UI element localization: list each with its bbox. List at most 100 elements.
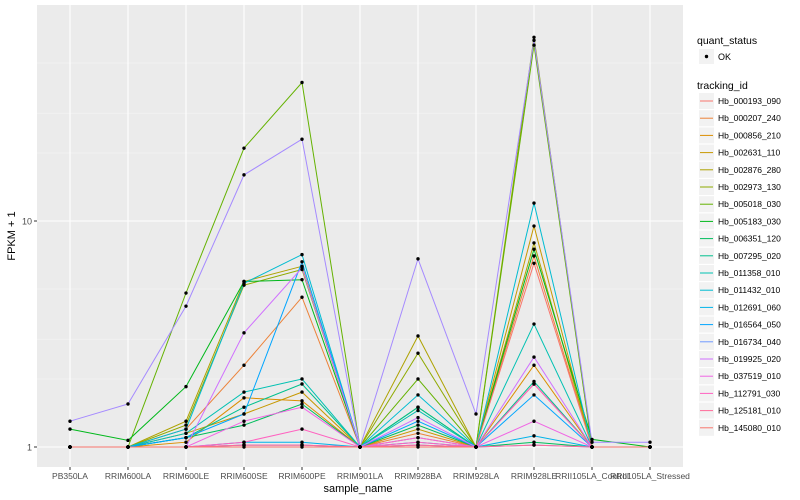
x-axis: PB350LA RRIM600LA RRIM600LE RRIM600SE RRIM60… (52, 467, 690, 481)
data-point (184, 423, 188, 427)
data-point (184, 419, 188, 423)
data-point (126, 445, 130, 449)
series-points (68, 35, 652, 449)
data-point (648, 445, 652, 449)
data-point (184, 384, 188, 389)
data-point (126, 402, 130, 406)
data-point (416, 377, 420, 381)
legend-series-label: Hb_000207_240 (718, 113, 781, 123)
data-point (416, 427, 420, 431)
x-tick-label: RRII105LA_Stressed (610, 471, 690, 481)
data-point (242, 405, 246, 409)
data-point (416, 334, 420, 338)
data-point (300, 252, 304, 257)
legend-shape-label: OK (718, 52, 731, 62)
legend-series-label: Hb_011432_010 (718, 285, 781, 295)
data-point (300, 402, 304, 406)
legend-series-label: Hb_012691_060 (718, 302, 781, 312)
data-point (300, 260, 304, 264)
data-point (532, 247, 536, 251)
legend-series-label: Hb_037519_010 (718, 371, 781, 381)
data-point (242, 440, 246, 444)
data-point (300, 427, 304, 431)
data-point (300, 137, 304, 141)
data-point (184, 291, 188, 295)
data-point (416, 435, 420, 440)
data-point (532, 261, 536, 265)
data-point (532, 43, 536, 47)
data-point (532, 355, 536, 359)
legend-series-label: Hb_016734_040 (718, 337, 781, 347)
data-point (184, 431, 188, 435)
data-point (300, 295, 304, 299)
data-point (532, 434, 536, 438)
data-point (532, 379, 536, 384)
x-axis-label: sample_name (323, 483, 392, 495)
data-point (416, 351, 420, 355)
data-point (532, 363, 536, 367)
data-point (416, 408, 420, 413)
y-axis: 1 10 (22, 217, 37, 453)
data-point (300, 80, 304, 85)
data-point (532, 201, 536, 205)
x-tick-label: RRIM928BA (394, 471, 442, 481)
data-point (300, 405, 304, 409)
legend-series-label: Hb_005183_030 (718, 216, 781, 226)
x-tick-label: PB350LA (52, 471, 88, 481)
data-point (242, 173, 246, 177)
data-point (416, 257, 420, 261)
data-point (416, 415, 420, 420)
data-point (68, 427, 72, 431)
x-tick-label: RRIM928LA (453, 471, 500, 481)
data-point (242, 423, 246, 427)
data-point (126, 438, 130, 443)
legend-series-label: Hb_011358_010 (718, 268, 781, 278)
x-tick-label: RRIM928LE (511, 471, 558, 481)
data-point (590, 440, 594, 444)
legend-shape-items: OK (699, 49, 731, 64)
data-point (358, 445, 362, 449)
data-point (532, 241, 536, 245)
legend-series-label: Hb_005018_030 (718, 199, 781, 209)
legend-series-label: Hb_016564_050 (718, 320, 781, 330)
data-point (532, 224, 536, 228)
data-point (532, 322, 536, 326)
data-point (184, 427, 188, 431)
data-point (416, 445, 420, 449)
data-point (532, 393, 536, 397)
data-point (300, 390, 304, 394)
y-tick-label: 1 (27, 443, 32, 453)
data-point (242, 412, 246, 416)
data-point (184, 435, 188, 440)
data-point (184, 440, 188, 444)
x-tick-label: RRIM600PE (278, 471, 326, 481)
data-point (416, 419, 420, 423)
data-point (300, 277, 304, 282)
legend-color-title: tracking_id (697, 80, 748, 92)
data-point (242, 445, 246, 449)
legend-series-label: Hb_125181_010 (718, 406, 781, 416)
data-point (474, 412, 478, 416)
legend-color-items: Hb_000193_090 Hb_000207_240 Hb_000856_210 H… (699, 93, 781, 436)
legend-series-label: Hb_000193_090 (718, 96, 781, 106)
data-point (242, 363, 246, 367)
data-point (532, 254, 536, 258)
legend-point-symbol (704, 54, 709, 59)
data-point (184, 304, 188, 308)
data-point (416, 431, 420, 435)
legend-series-label: Hb_002973_130 (718, 182, 781, 192)
data-point (416, 423, 420, 427)
legend-series-label: Hb_145080_010 (718, 423, 781, 433)
data-point (648, 440, 652, 444)
data-point (300, 399, 304, 403)
data-point (532, 443, 536, 447)
data-point (242, 396, 246, 400)
legend: quant_status OK tracking_id Hb_000193_09… (697, 35, 781, 436)
y-tick-label: 10 (22, 217, 32, 227)
data-point (300, 266, 304, 270)
legend-series-label: Hb_112791_030 (718, 388, 781, 398)
legend-series-label: Hb_019925_020 (718, 354, 781, 364)
x-tick-label: RRIM600LA (105, 471, 152, 481)
x-tick-label: RRIM600SE (220, 471, 268, 481)
